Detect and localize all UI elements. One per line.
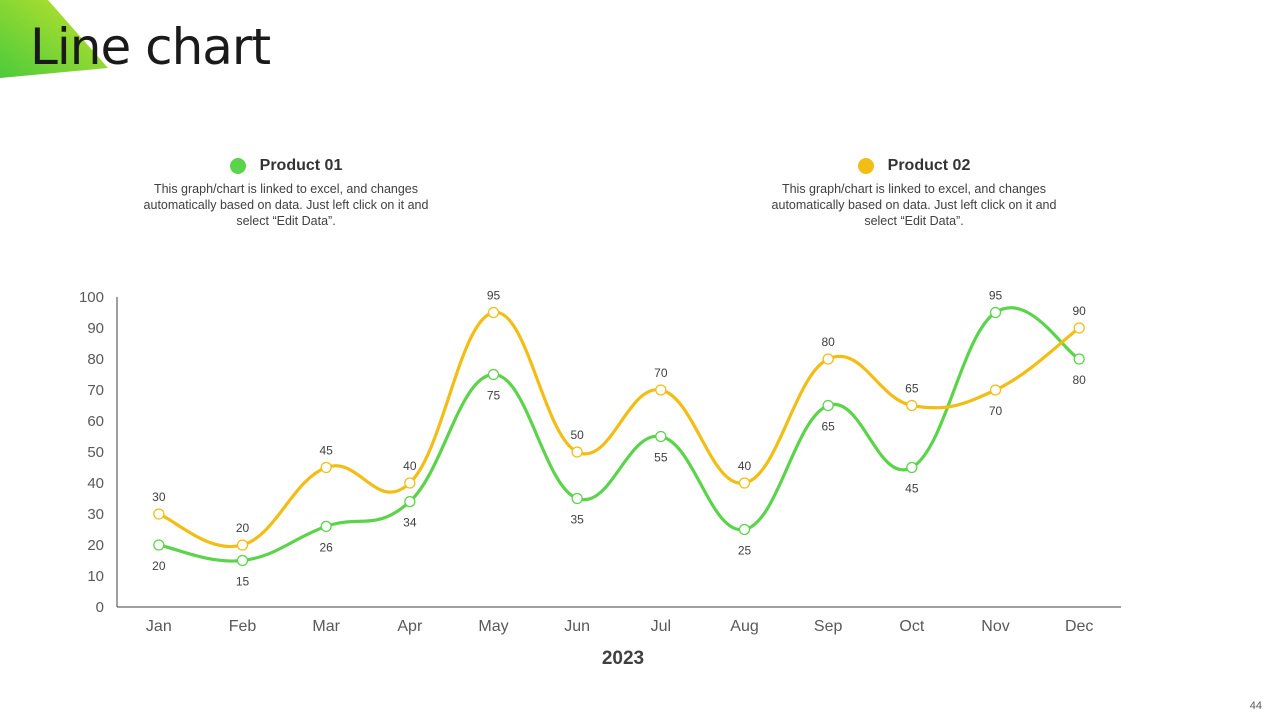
data-point — [655, 430, 667, 443]
data-point — [989, 384, 1002, 396]
y-tick-label: 30 — [87, 506, 104, 523]
x-tick-label: Jul — [651, 618, 671, 635]
x-tick-label: Mar — [312, 618, 340, 635]
y-tick-label: 80 — [87, 351, 104, 368]
x-tick-label: Dec — [1065, 618, 1093, 635]
data-point — [320, 461, 332, 474]
data-point — [236, 554, 249, 567]
y-tick-label: 20 — [87, 537, 104, 554]
data-label: 80 — [821, 335, 835, 349]
data-label: 26 — [319, 540, 333, 554]
data-label: 50 — [570, 428, 584, 442]
y-tick-label: 10 — [87, 568, 104, 585]
data-label: 40 — [738, 459, 752, 473]
legend-description: This graph/chart is linked to excel, and… — [143, 182, 429, 228]
x-tick-label: Jan — [146, 618, 172, 635]
data-point — [989, 306, 1002, 319]
y-tick-label: 0 — [96, 599, 104, 616]
x-axis-title: 2023 — [602, 648, 644, 669]
data-point — [487, 306, 500, 319]
data-label: 95 — [989, 289, 1003, 303]
legend-product-02: Product 02 This graph/chart is linked to… — [764, 157, 1064, 229]
y-tick-label: 60 — [87, 413, 104, 430]
data-label: 20 — [152, 559, 166, 573]
data-point — [153, 508, 165, 520]
data-point — [236, 539, 249, 551]
data-point — [404, 495, 416, 508]
data-point — [1073, 322, 1085, 334]
x-tick-label: Oct — [899, 618, 924, 635]
data-point — [1073, 353, 1085, 365]
data-point — [487, 368, 500, 381]
data-point — [822, 353, 834, 365]
x-tick-label: Apr — [397, 618, 423, 635]
x-tick-label: Jun — [564, 618, 590, 635]
data-point — [738, 523, 751, 536]
data-label: 35 — [570, 513, 584, 527]
y-tick-label: 40 — [87, 475, 104, 492]
x-tick-label: Sep — [814, 618, 843, 635]
series-line-1 — [157, 306, 1081, 563]
data-label: 65 — [821, 420, 835, 434]
page-title: Line chart — [30, 18, 271, 76]
page-number: 44 — [1249, 700, 1262, 712]
data-point — [571, 492, 583, 505]
y-tick-label: 100 — [79, 289, 104, 306]
legend-description: This graph/chart is linked to excel, and… — [771, 182, 1057, 228]
data-label: 45 — [905, 482, 919, 496]
legend-yellow-dot-icon — [857, 158, 874, 174]
data-label: 70 — [989, 404, 1003, 418]
data-label: 20 — [236, 521, 250, 535]
data-point — [655, 384, 667, 396]
data-label: 90 — [1072, 304, 1086, 318]
data-label: 95 — [487, 289, 501, 303]
data-label: 55 — [654, 451, 668, 465]
data-point — [153, 539, 165, 551]
data-point — [320, 520, 332, 533]
data-label: 40 — [403, 459, 417, 473]
data-label: 70 — [654, 366, 668, 380]
data-label: 15 — [236, 575, 250, 589]
data-label: 80 — [1072, 373, 1086, 387]
data-point — [571, 446, 583, 458]
data-label: 25 — [738, 544, 752, 558]
y-tick-label: 50 — [87, 444, 104, 461]
x-tick-label: Aug — [730, 618, 758, 635]
data-label: 65 — [905, 382, 919, 396]
series-line-2 — [157, 310, 1081, 549]
data-point — [906, 461, 918, 474]
corner-accent-shape — [0, 0, 108, 78]
data-point — [822, 399, 834, 412]
data-label: 45 — [319, 444, 333, 458]
legend-label: Product 02 — [887, 157, 971, 174]
data-label: 34 — [403, 516, 417, 530]
y-tick-label: 90 — [87, 320, 104, 337]
data-label: 30 — [152, 490, 166, 504]
data-point — [738, 477, 751, 489]
legend-product-01: Product 01 This graph/chart is linked to… — [136, 157, 436, 229]
legend-green-dot-icon — [229, 158, 246, 174]
y-tick-label: 70 — [87, 382, 104, 399]
data-point — [906, 399, 918, 412]
x-tick-label: May — [478, 618, 508, 635]
data-point — [404, 477, 416, 489]
x-tick-label: Feb — [229, 618, 257, 635]
x-tick-label: Nov — [981, 618, 1009, 635]
data-label: 75 — [487, 389, 501, 403]
legend-label: Product 01 — [259, 157, 343, 174]
